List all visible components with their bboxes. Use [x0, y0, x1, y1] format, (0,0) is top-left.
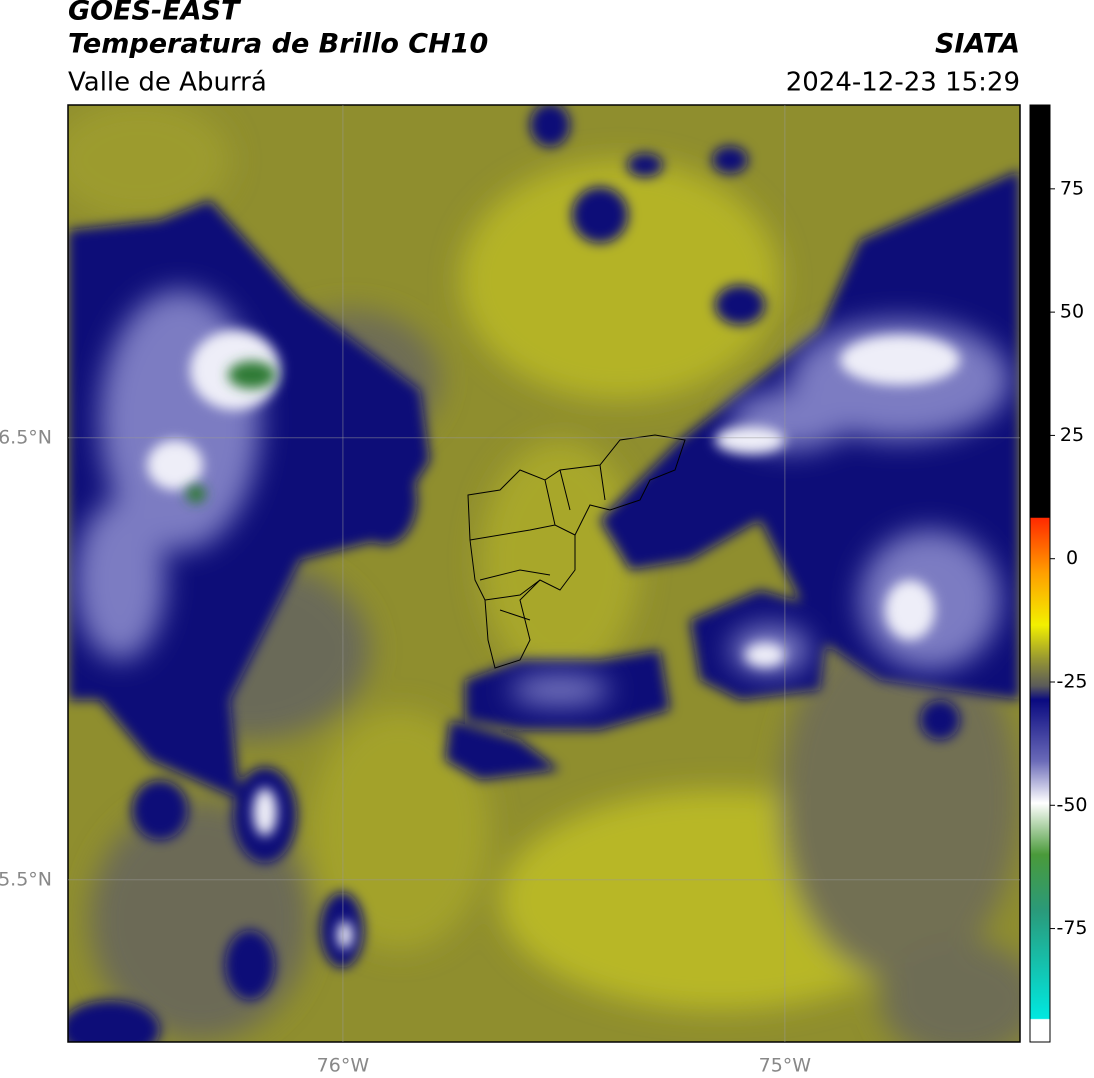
subtitle: Temperatura de Brillo CH10 — [68, 29, 488, 60]
colorbar — [1029, 104, 1051, 1043]
colorbar-tick-label: 25 — [1060, 424, 1084, 446]
x-tick-label: 76°W — [317, 1055, 370, 1077]
timestamp: 2024-12-23 15:29 — [786, 68, 1020, 98]
colorbar-tick-label: 0 — [1066, 547, 1078, 569]
colorbar-tick-label: -25 — [1056, 670, 1087, 692]
colorbar-tick-label: -75 — [1056, 917, 1087, 939]
x-tick-label: 75°W — [759, 1055, 812, 1077]
colorbar-tick-label: -50 — [1056, 794, 1087, 816]
map-frame — [67, 104, 1021, 1043]
colorbar-tick-label: 50 — [1060, 301, 1084, 323]
municipal-borders — [467, 434, 686, 669]
colorbar-tick-label: 75 — [1060, 177, 1084, 199]
brightness-field — [68, 105, 1020, 1042]
region: Valle de Aburrá — [68, 68, 267, 98]
source: SIATA — [935, 29, 1020, 60]
title: GOES-EAST — [68, 0, 242, 27]
y-tick-label: 6.5°N — [0, 426, 52, 448]
y-tick-label: 5.5°N — [0, 868, 52, 890]
